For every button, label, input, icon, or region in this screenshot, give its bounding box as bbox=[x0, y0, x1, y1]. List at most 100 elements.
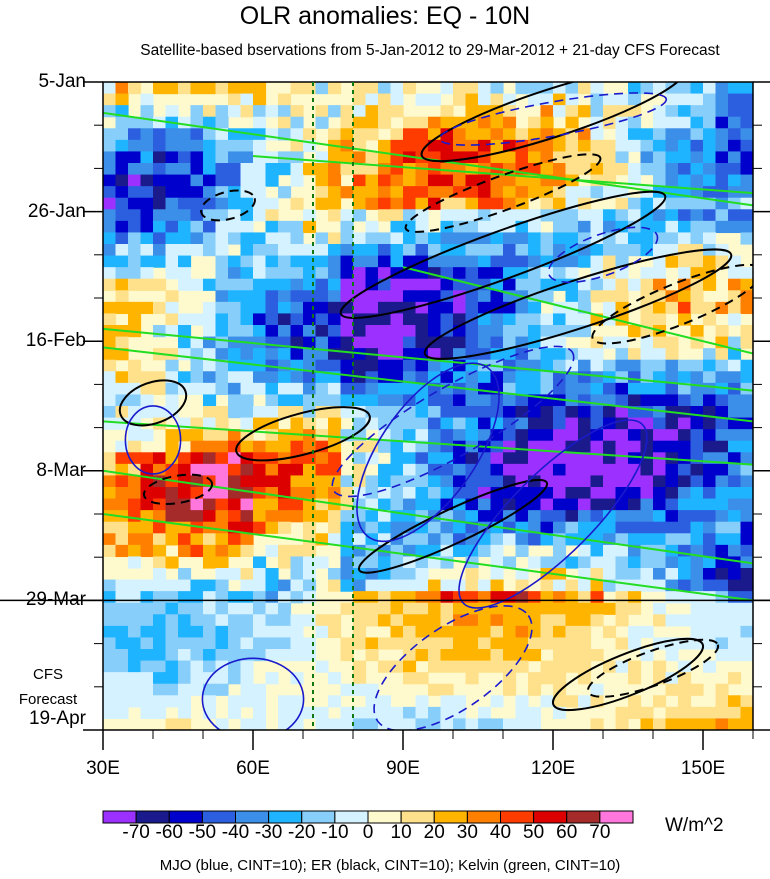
heatmap-cell bbox=[415, 672, 429, 685]
heatmap-cell bbox=[153, 139, 167, 153]
heatmap-cell bbox=[565, 93, 579, 106]
heatmap-cell bbox=[615, 614, 629, 627]
heatmap-cell bbox=[528, 371, 542, 384]
heatmap-cell bbox=[728, 637, 742, 650]
heatmap-cell bbox=[528, 151, 542, 164]
heatmap-cell bbox=[315, 718, 329, 730]
heatmap-cell bbox=[465, 82, 479, 95]
heatmap-cell bbox=[653, 406, 667, 419]
heatmap-cell bbox=[478, 139, 492, 153]
heatmap-cell bbox=[415, 244, 429, 257]
heatmap-cell bbox=[540, 197, 554, 210]
heatmap-cell bbox=[315, 116, 329, 129]
heatmap-cell bbox=[178, 544, 192, 558]
heatmap-cell bbox=[353, 197, 367, 210]
heatmap-cell bbox=[228, 186, 242, 199]
heatmap-cell bbox=[403, 325, 417, 338]
heatmap-cell bbox=[278, 718, 292, 730]
heatmap-cell bbox=[115, 336, 129, 349]
heatmap-cell bbox=[340, 151, 354, 164]
heatmap-cell bbox=[565, 452, 579, 465]
heatmap-cell bbox=[640, 313, 654, 326]
heatmap-cell bbox=[103, 406, 117, 419]
heatmap-cell bbox=[140, 672, 154, 685]
heatmap-cell bbox=[540, 186, 554, 199]
heatmap-cell bbox=[278, 220, 292, 234]
heatmap-cell bbox=[190, 498, 204, 511]
heatmap-cell bbox=[140, 544, 154, 558]
heatmap-cell bbox=[665, 429, 679, 442]
heatmap-cell bbox=[353, 637, 367, 650]
heatmap-cell bbox=[615, 359, 629, 372]
heatmap-cell bbox=[153, 498, 167, 511]
heatmap-cell bbox=[590, 406, 604, 419]
heatmap-cell bbox=[103, 267, 117, 280]
heatmap-cell bbox=[690, 163, 704, 176]
heatmap-cell bbox=[140, 614, 154, 627]
heatmap-cell bbox=[565, 521, 579, 534]
heatmap-cell bbox=[653, 232, 667, 245]
heatmap-cell bbox=[340, 406, 354, 419]
heatmap-cell bbox=[215, 139, 229, 153]
plot-axes bbox=[0, 81, 770, 750]
heatmap-cell bbox=[203, 278, 217, 291]
heatmap-cell bbox=[103, 336, 117, 349]
heatmap-cell bbox=[715, 475, 729, 488]
heatmap-cell bbox=[465, 128, 479, 141]
heatmap-cell bbox=[228, 382, 242, 396]
heatmap-cell bbox=[165, 128, 179, 141]
heatmap-cell bbox=[728, 463, 742, 477]
heatmap-cell bbox=[128, 128, 142, 141]
heatmap-cell bbox=[103, 649, 117, 662]
heatmap-cell bbox=[653, 429, 667, 442]
heatmap-cell bbox=[140, 521, 154, 534]
heatmap-cell bbox=[278, 186, 292, 199]
heatmap-cell bbox=[553, 197, 567, 210]
heatmap-cell bbox=[503, 278, 517, 291]
heatmap-cell bbox=[503, 197, 517, 210]
heatmap-cell bbox=[103, 521, 117, 534]
heatmap-cell bbox=[290, 105, 304, 118]
heatmap-cell bbox=[253, 602, 267, 615]
heatmap-cell bbox=[628, 139, 642, 153]
heatmap-cell bbox=[365, 568, 379, 581]
heatmap-cell bbox=[215, 105, 229, 118]
mjo-contour bbox=[124, 405, 182, 475]
heatmap-cell bbox=[115, 452, 129, 465]
heatmap-cell bbox=[190, 232, 204, 245]
heatmap-cell bbox=[465, 267, 479, 280]
heatmap-cell bbox=[303, 394, 317, 407]
heatmap-cell bbox=[278, 614, 292, 627]
heatmap-cell bbox=[303, 209, 317, 222]
heatmap-cell bbox=[340, 209, 354, 222]
heatmap-cell bbox=[240, 151, 254, 164]
heatmap-cell bbox=[728, 220, 742, 234]
heatmap-cell bbox=[128, 475, 142, 488]
heatmap-cell bbox=[740, 429, 753, 442]
heatmap-cell bbox=[215, 151, 229, 164]
heatmap-cell bbox=[640, 649, 654, 662]
heatmap-cell bbox=[565, 556, 579, 569]
heatmap-cell bbox=[415, 313, 429, 326]
heatmap-cell bbox=[565, 220, 579, 234]
heatmap-cell bbox=[103, 672, 117, 685]
heatmap-cell bbox=[415, 544, 429, 558]
heatmap-cell bbox=[178, 336, 192, 349]
heatmap-cell bbox=[240, 475, 254, 488]
heatmap-cell bbox=[653, 290, 667, 303]
heatmap-cell bbox=[165, 487, 179, 500]
heatmap-cell bbox=[278, 116, 292, 129]
heatmap-cell bbox=[203, 209, 217, 222]
heatmap-cell bbox=[440, 602, 454, 615]
heatmap-cell bbox=[703, 591, 717, 604]
heatmap-cell bbox=[690, 290, 704, 303]
heatmap-cell bbox=[578, 487, 592, 500]
heatmap-cell bbox=[253, 93, 267, 106]
heatmap-cell bbox=[178, 718, 192, 730]
heatmap-cell bbox=[440, 521, 454, 534]
heatmap-cell bbox=[428, 93, 442, 106]
heatmap-cell bbox=[540, 579, 554, 592]
heatmap-cell bbox=[440, 614, 454, 627]
heatmap-cell bbox=[390, 637, 404, 650]
heatmap-cell bbox=[353, 683, 367, 696]
